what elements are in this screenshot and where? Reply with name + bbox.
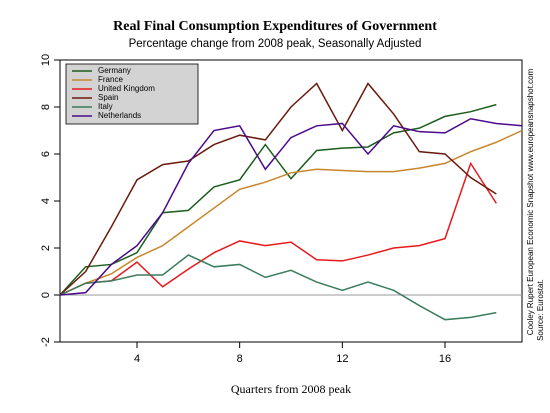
y-tick-label: 4 <box>40 198 52 204</box>
series-line <box>59 254 497 321</box>
chart-subtitle: Percentage change from 2008 peak, Season… <box>129 38 422 50</box>
x-tick-label: 16 <box>439 353 451 365</box>
x-axis-label: Quarters from 2008 peak <box>231 382 351 396</box>
side-note: Cooley Rupert European Economic Snapshot… <box>526 68 535 335</box>
legend-label: Italy <box>98 102 113 111</box>
legend-label: Germany <box>98 66 131 75</box>
y-tick-label: 6 <box>40 151 52 157</box>
legend-label: Spain <box>98 93 118 102</box>
legend-box <box>65 63 199 125</box>
series-line <box>59 82 497 296</box>
x-tick-label: 8 <box>237 353 243 365</box>
y-tick-label: 10 <box>40 54 52 66</box>
series-line <box>59 161 497 296</box>
series-line <box>59 117 523 296</box>
chart-title: Real Final Consumption Expenditures of G… <box>113 19 437 34</box>
legend-label: Netherlands <box>98 111 141 120</box>
y-tick-label: -2 <box>40 337 52 347</box>
series-line <box>59 103 497 296</box>
legend-label: United Kingdom <box>98 84 155 93</box>
y-tick-label: 0 <box>40 292 52 298</box>
y-tick-label: 2 <box>40 245 52 251</box>
x-tick-label: 4 <box>134 353 140 365</box>
y-tick-label: 8 <box>40 104 52 110</box>
series-line <box>59 129 523 296</box>
source-note: Source: Eurostat. <box>536 279 545 341</box>
legend-label: France <box>98 75 123 84</box>
x-tick-label: 12 <box>336 353 348 365</box>
